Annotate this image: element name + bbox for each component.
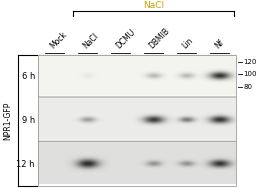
- Text: 12 h: 12 h: [17, 160, 35, 169]
- Text: NaCl: NaCl: [81, 32, 100, 51]
- Text: Lin: Lin: [180, 36, 195, 51]
- Text: Nf: Nf: [213, 38, 225, 51]
- Text: NPR1-GFP: NPR1-GFP: [3, 101, 13, 139]
- Text: DBMIB: DBMIB: [147, 27, 171, 51]
- Text: 100: 100: [243, 71, 256, 77]
- Text: Mock: Mock: [48, 30, 69, 51]
- Bar: [38, 55, 236, 186]
- Text: 9 h: 9 h: [22, 116, 35, 125]
- Text: 6 h: 6 h: [22, 72, 35, 81]
- Text: 120: 120: [243, 59, 256, 65]
- Text: NaCl: NaCl: [143, 2, 164, 11]
- Text: 80: 80: [243, 84, 252, 90]
- Text: DCMU: DCMU: [114, 28, 137, 51]
